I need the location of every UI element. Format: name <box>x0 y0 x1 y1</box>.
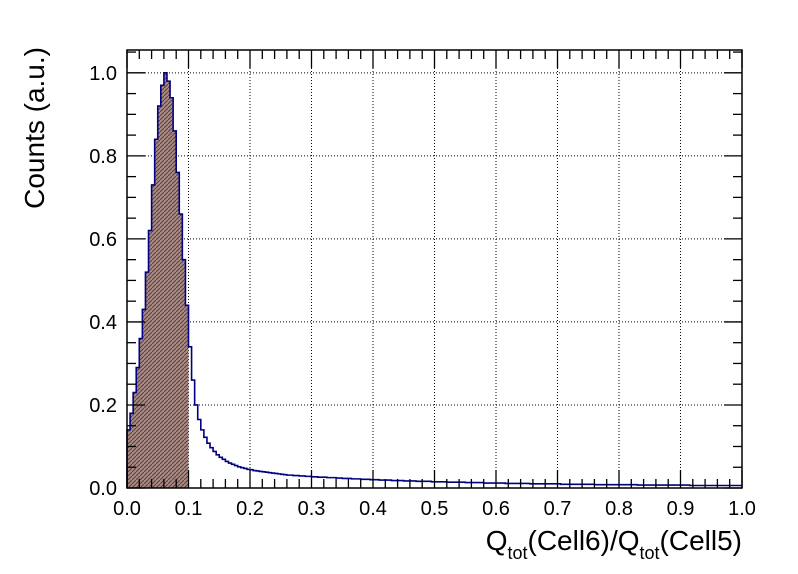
x-tick-label: 1.0 <box>728 498 756 520</box>
y-tick-labels: 0.0 0.2 0.4 0.6 0.8 1.0 <box>89 63 117 500</box>
shaded-region <box>127 72 189 488</box>
x-title-part-3: (Cell5) <box>660 525 742 556</box>
y-tick-label: 0.8 <box>89 146 117 168</box>
y-tick-label: 0.6 <box>89 229 117 251</box>
y-axis-title: Counts (a.u.) <box>19 47 50 209</box>
grid-lines <box>127 50 742 488</box>
x-tick-label: 0.0 <box>113 498 141 520</box>
x-title-part-1: Q <box>486 525 508 556</box>
x-tick-label: 0.4 <box>359 498 387 520</box>
x-tick-label: 0.3 <box>298 498 326 520</box>
x-title-part-2: (Cell6)/Q <box>528 525 640 556</box>
x-tick-label: 0.6 <box>482 498 510 520</box>
x-axis-title: Qtot(Cell6)/Qtot(Cell5) <box>486 525 742 563</box>
x-tick-label: 0.5 <box>421 498 449 520</box>
x-tick-label: 0.1 <box>175 498 203 520</box>
y-tick-label: 0.2 <box>89 395 117 417</box>
x-tick-label: 0.9 <box>667 498 695 520</box>
x-title-sub-2: tot <box>640 543 660 563</box>
x-tick-label: 0.7 <box>544 498 572 520</box>
x-tick-labels: 0.0 0.1 0.2 0.3 0.4 0.5 0.6 0.7 0.8 0.9 1.0 <box>113 498 756 520</box>
y-tick-label: 1.0 <box>89 63 117 85</box>
axis-ticks <box>126 50 743 489</box>
x-tick-label: 0.8 <box>605 498 633 520</box>
x-tick-label: 0.2 <box>236 498 264 520</box>
y-tick-label: 0.4 <box>89 312 117 334</box>
y-tick-label: 0.0 <box>89 478 117 500</box>
x-title-sub-1: tot <box>507 543 527 563</box>
